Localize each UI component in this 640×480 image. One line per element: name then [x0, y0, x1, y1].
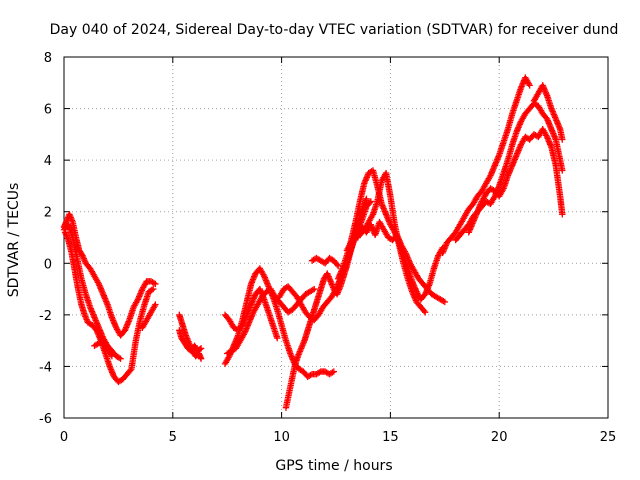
- data-point: [309, 286, 316, 294]
- series-track-e: [139, 301, 159, 331]
- x-tick-label: 10: [273, 430, 290, 445]
- series-track-s: [465, 126, 566, 236]
- x-tick-label: 0: [60, 430, 68, 445]
- data-point: [115, 354, 123, 362]
- y-tick-label: -6: [39, 412, 52, 427]
- data-point: [334, 262, 342, 270]
- data-point: [363, 195, 370, 203]
- x-tick-labels: 0 5 10 15 20 25: [60, 430, 616, 445]
- data-point: [311, 285, 318, 293]
- y-tick-label: 8: [44, 51, 52, 66]
- chart-title: Day 040 of 2024, Sidereal Day-to-day VTE…: [50, 22, 619, 38]
- axis-ticks: [63, 56, 609, 419]
- series-track-m: [308, 254, 342, 270]
- y-tick-label: 0: [44, 257, 52, 272]
- x-tick-label: 20: [491, 430, 508, 445]
- data-point: [316, 369, 323, 376]
- series-track-d: [91, 337, 116, 360]
- series-track-a: [60, 211, 159, 339]
- data-point: [329, 369, 336, 376]
- data-point: [150, 285, 157, 293]
- data-point: [148, 286, 155, 294]
- data-point: [197, 345, 205, 352]
- data-point: [127, 367, 134, 374]
- data-point: [78, 251, 85, 258]
- data-points: [60, 74, 566, 411]
- data-point: [559, 136, 566, 143]
- data-point: [366, 199, 373, 206]
- y-tick-label: -2: [39, 309, 52, 324]
- data-point: [150, 279, 158, 287]
- series-track-h: [221, 265, 338, 380]
- data-point: [117, 355, 124, 362]
- data-point: [559, 211, 566, 218]
- data-point: [196, 346, 204, 353]
- x-axis-label: GPS time / hours: [275, 458, 392, 474]
- x-tick-label: 15: [382, 430, 399, 445]
- data-point: [420, 307, 428, 315]
- data-point: [108, 352, 116, 360]
- data-point: [333, 261, 341, 268]
- y-tick-label: -4: [39, 360, 52, 375]
- y-tick-label: 6: [44, 103, 52, 118]
- series-track-g: [176, 327, 205, 355]
- x-tick-label: 25: [600, 430, 617, 445]
- data-point: [274, 334, 281, 342]
- y-tick-label: 4: [44, 154, 52, 169]
- data-point: [526, 82, 533, 89]
- data-point: [559, 167, 566, 174]
- data-point: [197, 355, 205, 362]
- data-point: [422, 309, 429, 316]
- data-point: [307, 371, 314, 379]
- data-point: [330, 368, 338, 375]
- series-track-c: [60, 221, 124, 362]
- data-point: [441, 298, 448, 306]
- series-track-j: [221, 285, 281, 342]
- data-point: [152, 301, 159, 308]
- series-track-t: [530, 82, 566, 143]
- series-track-p: [354, 218, 448, 306]
- x-tick-label: 5: [169, 430, 177, 445]
- data-point: [152, 280, 159, 288]
- series-track-q: [439, 74, 533, 257]
- y-axis-label: SDTVAR / TECUs: [6, 183, 22, 298]
- data-point: [440, 297, 447, 305]
- y-tick-label: 2: [44, 206, 52, 221]
- data-point: [367, 198, 375, 205]
- y-tick-labels: -6 -4 -2 0 2 4 6 8: [39, 51, 52, 427]
